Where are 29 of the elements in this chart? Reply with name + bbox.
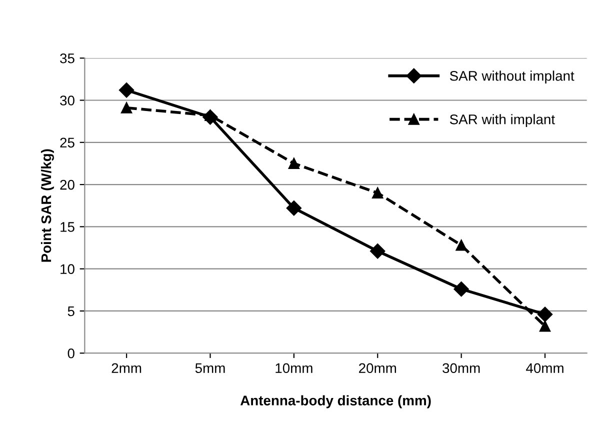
y-tick-label: 15 [60, 222, 74, 232]
point [372, 187, 384, 199]
y-tick-label: 10 [60, 264, 74, 274]
point [456, 240, 467, 251]
point [286, 200, 302, 216]
y-tick-label: 0 [68, 348, 74, 358]
y-tick-label: 5 [68, 306, 74, 316]
y-axis-title: Point SAR (W/kg) [40, 149, 54, 262]
point [537, 306, 553, 322]
x-tick-label: 10mm [276, 363, 312, 374]
point [120, 102, 132, 114]
point [370, 244, 386, 259]
x-tick-label: 40mm [526, 363, 564, 374]
point [454, 282, 469, 297]
x-tick-label: 2mm [112, 363, 142, 373]
point [202, 110, 218, 125]
point [288, 158, 300, 170]
legend-label: SAR with implant [450, 114, 555, 128]
x-axis-title: Antenna-body distance (mm) [240, 395, 431, 408]
x-tick-label: 5mm [195, 363, 225, 374]
legend-label: SAR without implant [450, 70, 574, 84]
point [539, 320, 551, 332]
x-tick-label: 30mm [442, 363, 480, 374]
y-tick-label: 25 [60, 138, 74, 148]
y-tick-label: 20 [60, 180, 74, 190]
y-tick-label: 35 [60, 53, 74, 64]
y-tick-label: 30 [60, 96, 74, 106]
point [118, 82, 134, 98]
x-tick-label: 20mm [359, 363, 396, 374]
